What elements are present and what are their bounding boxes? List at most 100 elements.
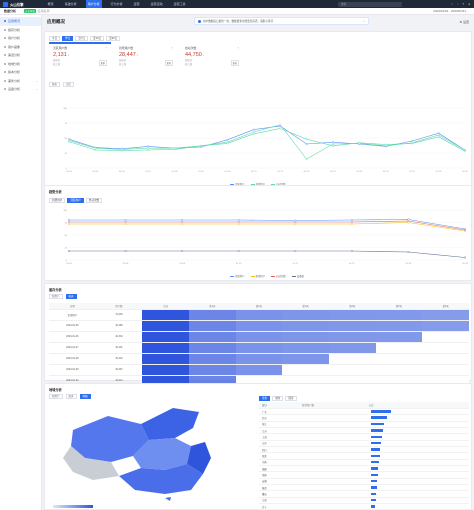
retention-cell[interactable]: [282, 364, 329, 376]
region-table-tab[interactable]: 国家: [285, 396, 297, 401]
sidebar-item[interactable]: 留存分析: [0, 26, 41, 35]
retention-cell[interactable]: [328, 320, 376, 332]
retention-cell[interactable]: [282, 309, 329, 321]
sidebar-item[interactable]: 应用概况: [0, 17, 41, 26]
app-name[interactable]: 数据分析: [4, 9, 17, 13]
sidebar-item[interactable]: 版本分析: [0, 68, 41, 77]
retention-cell[interactable]: [422, 364, 469, 376]
kpi-card[interactable]: 新增用户数? 28,447↓ 较前日 较上周 更多: [115, 42, 177, 75]
sidebar-item[interactable]: 用户画像: [0, 43, 41, 52]
retention-cell[interactable]: [142, 342, 189, 354]
help-icon[interactable]: ?: [171, 46, 173, 50]
retention-cell[interactable]: [422, 353, 469, 365]
kpi-more-button[interactable]: 更多: [98, 60, 107, 66]
retention-cell[interactable]: [188, 353, 236, 365]
retention-cell[interactable]: [188, 320, 236, 332]
retention-cell[interactable]: [375, 309, 423, 321]
retention-filter[interactable]: 按天: [65, 294, 77, 299]
retention-filter[interactable]: 新用户: [49, 294, 63, 299]
legend-item[interactable]: 新增用户: [250, 274, 265, 278]
top-nav-item[interactable]: 运营: [133, 2, 140, 6]
retention-cell[interactable]: [188, 342, 236, 354]
region-table-tab[interactable]: 省份: [259, 396, 271, 401]
app-tag[interactable]: 应用名称: [37, 9, 50, 13]
sidebar-item[interactable]: 用户分析: [0, 34, 41, 43]
retention-cell[interactable]: [235, 364, 283, 376]
kpi-card[interactable]: 启动次数? 44,750↓ 较前日 较上周 更多: [181, 42, 243, 75]
kpi-more-button[interactable]: 更多: [164, 60, 173, 66]
retention-cell[interactable]: [328, 364, 376, 376]
granularity-select[interactable]: 按天: [49, 82, 61, 87]
retention-cell[interactable]: [422, 309, 469, 321]
retention-cell[interactable]: [328, 353, 376, 365]
retention-cell[interactable]: [188, 309, 236, 321]
sidebar-item[interactable]: 设备分析 ⌄: [0, 85, 41, 94]
retention-cell[interactable]: [328, 309, 376, 321]
retention-cell[interactable]: [375, 353, 423, 365]
settings-button[interactable]: ⚙ 设置: [459, 20, 469, 24]
range-tab[interactable]: 今日: [49, 36, 61, 41]
retention-cell[interactable]: [142, 353, 189, 365]
retention-cell[interactable]: [282, 342, 329, 354]
top-nav-item[interactable]: 行为分析: [110, 2, 123, 6]
range-tab[interactable]: 近90日: [106, 36, 121, 41]
close-icon[interactable]: ×: [363, 19, 365, 23]
legend-item[interactable]: 新增用户: [250, 182, 265, 186]
date-range[interactable]: 2023/01/01 - 2023/01/31: [433, 9, 466, 13]
retention-cell[interactable]: [375, 342, 423, 354]
retention-cell[interactable]: [235, 320, 283, 332]
legend-item[interactable]: 活跃用户: [230, 182, 245, 186]
retention-cell[interactable]: [328, 331, 376, 343]
top-search-input[interactable]: 搜索: [338, 1, 402, 7]
bell-icon[interactable]: ◔: [456, 2, 459, 6]
range-tab[interactable]: 昨日: [62, 36, 74, 41]
region-filter[interactable]: 按天: [65, 394, 77, 399]
help-icon[interactable]: ?: [462, 2, 465, 6]
top-nav-item[interactable]: 基础分析: [64, 2, 77, 6]
trend-tab[interactable]: 启动次数: [85, 198, 103, 203]
help-icon[interactable]: ?: [237, 46, 239, 50]
top-nav-item[interactable]: 用户分析: [85, 0, 102, 8]
retention-cell[interactable]: [375, 364, 423, 376]
trend-tab[interactable]: 活跃用户: [67, 198, 84, 203]
top-nav-item[interactable]: 运营工具: [173, 2, 186, 6]
top-nav-item[interactable]: 概览: [47, 2, 54, 6]
retention-cell[interactable]: [422, 331, 469, 343]
retention-cell[interactable]: [328, 342, 376, 354]
legend-item[interactable]: 启动次数: [271, 182, 286, 186]
retention-cell[interactable]: [282, 320, 329, 332]
region-table-tab[interactable]: 城市: [272, 396, 284, 401]
retention-cell[interactable]: [142, 320, 189, 332]
retention-cell[interactable]: [142, 331, 189, 343]
compare-button[interactable]: 对比: [63, 82, 75, 87]
kpi-more-button[interactable]: 更多: [230, 60, 239, 66]
legend-item[interactable]: 启动次数: [271, 274, 286, 278]
retention-cell[interactable]: [282, 331, 329, 343]
trend-tab[interactable]: 新增用户: [49, 198, 66, 203]
retention-cell[interactable]: [235, 342, 283, 354]
range-tab[interactable]: 近30日: [90, 36, 105, 41]
retention-cell[interactable]: [422, 320, 469, 332]
sidebar-item[interactable]: 地域分析: [0, 60, 41, 69]
retention-cell[interactable]: [142, 309, 189, 321]
retention-cell[interactable]: [422, 342, 469, 354]
legend-item[interactable]: 设备数: [291, 274, 304, 278]
retention-cell[interactable]: [282, 353, 329, 365]
retention-cell[interactable]: [375, 320, 423, 332]
kpi-card[interactable]: 活跃用户数? 2,131↓ 较前日 较上周 更多: [49, 42, 111, 75]
range-tab[interactable]: 近7日: [75, 36, 89, 41]
retention-cell[interactable]: [142, 364, 189, 376]
retention-cell[interactable]: [235, 353, 283, 365]
user-icon[interactable]: ●: [468, 2, 470, 6]
retention-cell[interactable]: [188, 331, 236, 343]
sidebar-item[interactable]: 渠道分析: [0, 51, 41, 60]
region-filter[interactable]: 新用户: [49, 394, 63, 399]
sidebar-item[interactable]: 事件分析 ⌄: [0, 77, 41, 86]
help-icon[interactable]: ?: [105, 46, 107, 50]
retention-cell[interactable]: [188, 364, 236, 376]
region-filter[interactable]: 地图: [79, 394, 91, 399]
search-icon[interactable]: ⌕: [451, 2, 453, 6]
top-nav-item[interactable]: 运营活动: [150, 2, 163, 6]
retention-cell[interactable]: [235, 309, 283, 321]
retention-cell[interactable]: [375, 331, 423, 343]
